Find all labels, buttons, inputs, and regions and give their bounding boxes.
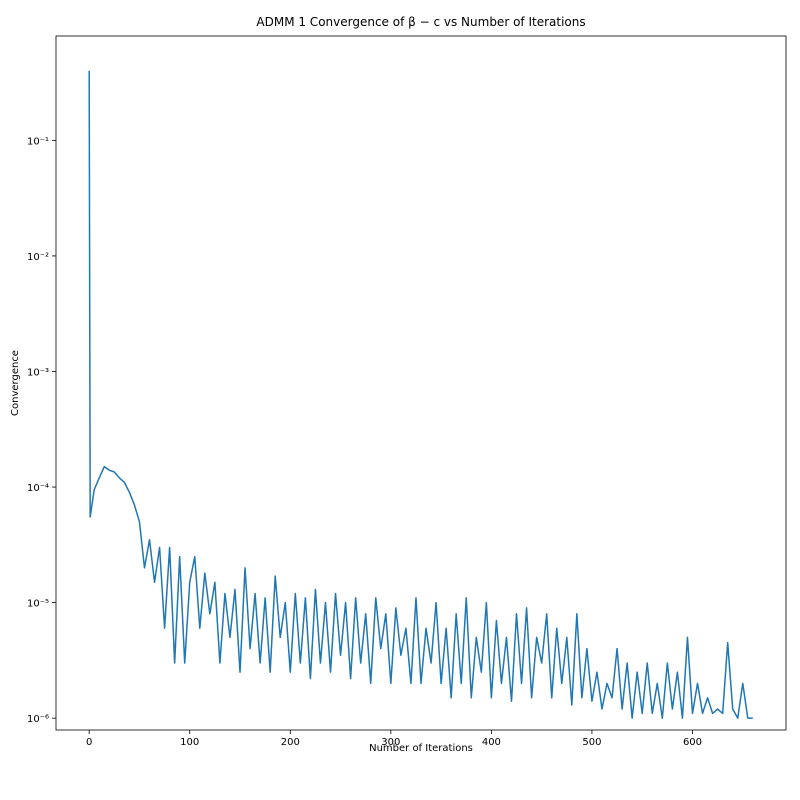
y-tick-label: 10⁻¹ — [27, 136, 49, 147]
y-tick-label: 10⁻⁵ — [27, 599, 49, 610]
x-tick-label: 0 — [86, 737, 92, 748]
x-axis-label: Number of Iterations — [369, 743, 473, 754]
x-tick-label: 400 — [482, 737, 501, 748]
y-tick-label: 10⁻⁶ — [27, 714, 49, 725]
y-tick-label: 10⁻³ — [27, 367, 49, 378]
x-tick-label: 200 — [281, 737, 300, 748]
data-line — [88, 70, 753, 719]
chart-title: ADMM 1 Convergence of β − c vs Number of… — [256, 15, 585, 29]
y-tick-label: 10⁻⁴ — [27, 483, 49, 494]
y-tick-label: 10⁻² — [27, 252, 49, 263]
x-tick-label: 300 — [381, 737, 400, 748]
x-tick-label: 600 — [683, 737, 702, 748]
y-axis-label: Convergence — [10, 350, 21, 416]
x-tick-label: 500 — [582, 737, 601, 748]
x-tick-label: 100 — [180, 737, 199, 748]
plot-frame — [55, 35, 787, 731]
